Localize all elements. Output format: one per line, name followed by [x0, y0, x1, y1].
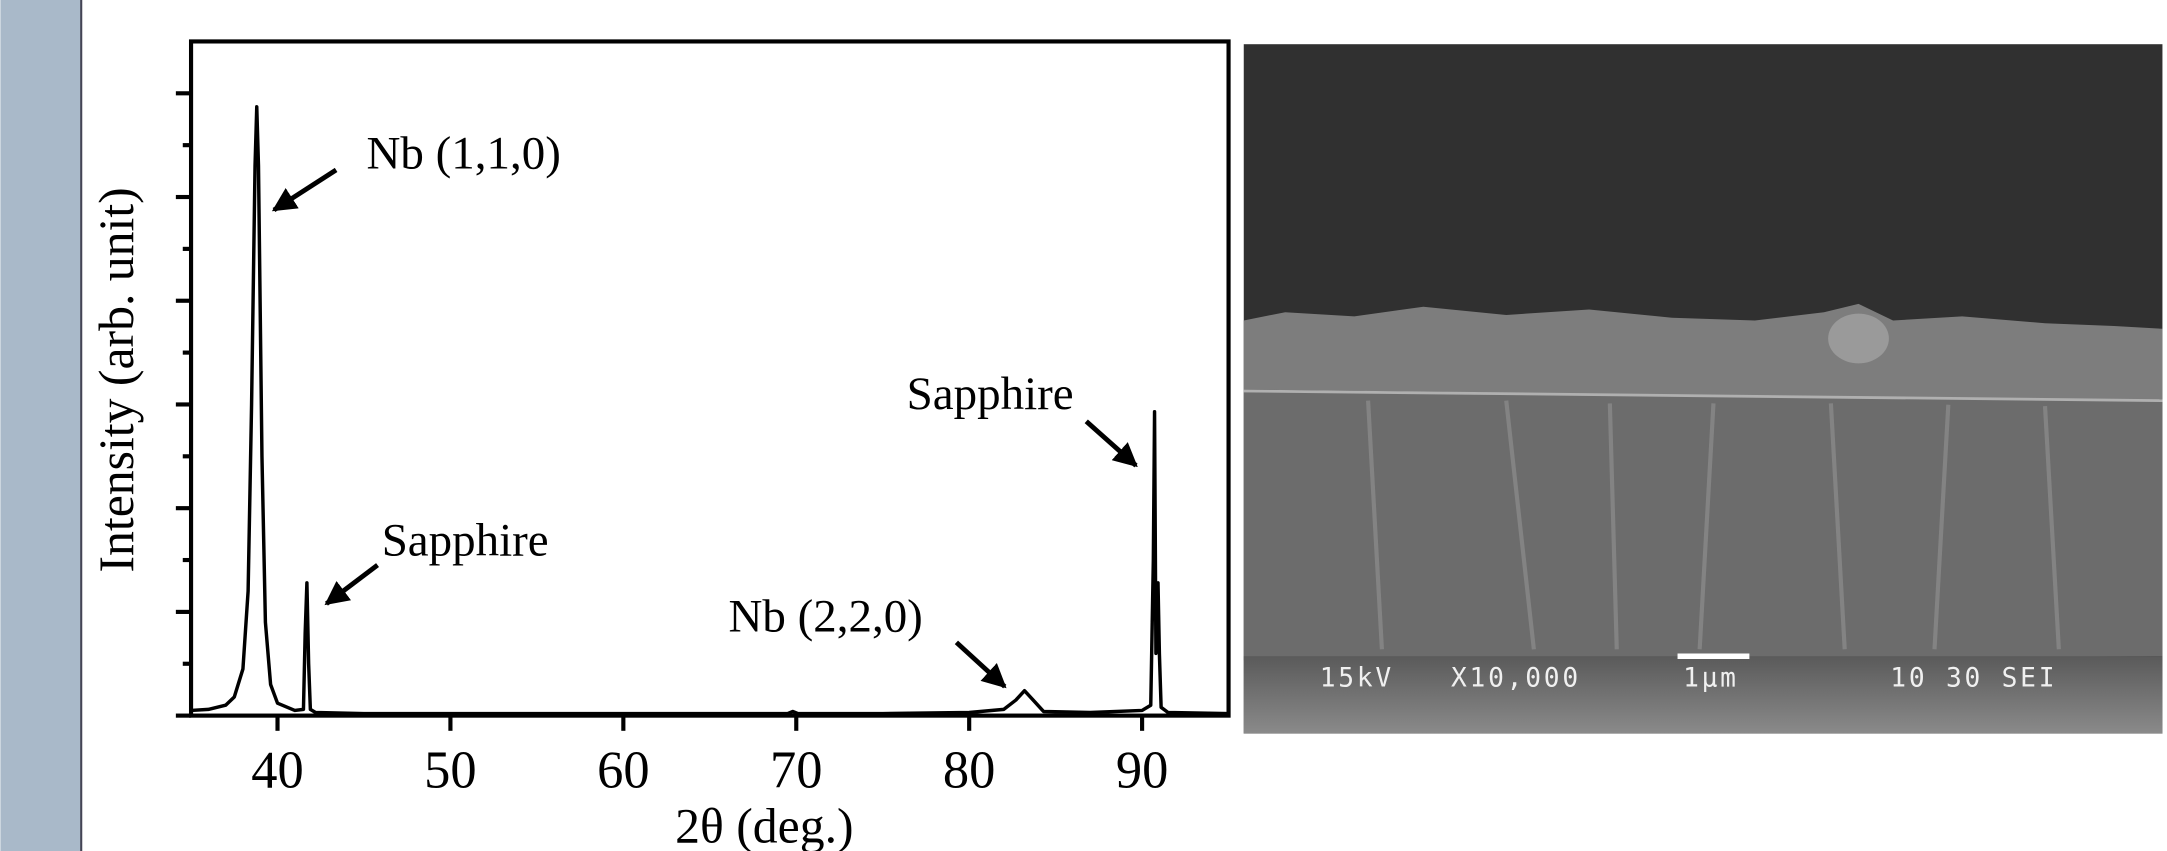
x-axis-label: 2θ (deg.)	[675, 799, 853, 851]
sem-label: 1μm	[1683, 664, 1739, 694]
annotation: Nb (1,1,0)	[367, 128, 561, 180]
x-tick-label: 50	[424, 741, 476, 799]
annotation-arrow	[274, 170, 336, 210]
particle	[1828, 314, 1889, 364]
sem-label: 15kV	[1320, 664, 1394, 694]
x-tick-label: 60	[597, 741, 649, 799]
side-strip	[0, 0, 80, 851]
x-tick-label: 70	[770, 741, 822, 799]
sem-label: 10 30 SEI	[1890, 664, 2057, 694]
y-axis-label: Intensity (arb. unit)	[89, 187, 144, 572]
figure: 2θ (deg.) Intensity (arb. unit) 40 50 60 70…	[0, 0, 2167, 851]
sem-label: X10,000	[1451, 664, 1581, 694]
annotation-arrow	[1086, 421, 1136, 465]
x-tick-label: 90	[1116, 741, 1168, 799]
annotation: Sapphire	[907, 368, 1074, 420]
annotation: Nb (2,2,0)	[728, 590, 922, 642]
annotation-arrow	[326, 565, 377, 604]
xrd-plot: 2θ (deg.) Intensity (arb. unit) 40 50 60 70…	[89, 41, 1229, 851]
x-tick-label: 80	[943, 741, 995, 799]
sem-micrograph: 15kV X10,000 1μm 10 30 SEI	[1244, 44, 2163, 733]
annotation: Sapphire	[382, 514, 549, 566]
annotation-arrow	[956, 642, 1004, 686]
x-tick-label: 40	[251, 741, 303, 799]
page: 2θ (deg.) Intensity (arb. unit) 40 50 60 70…	[0, 0, 2167, 851]
